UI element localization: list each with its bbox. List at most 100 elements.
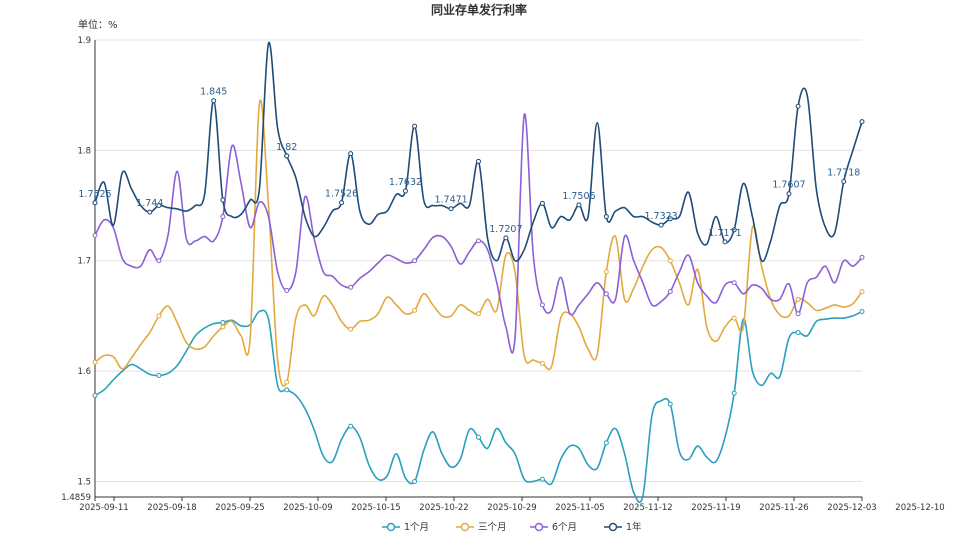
data-point <box>284 387 290 393</box>
labeled-point <box>503 235 509 241</box>
y-tick-label: 1.5 <box>77 477 91 487</box>
data-point <box>731 227 737 233</box>
legend-swatch-marker <box>386 522 396 532</box>
data-point <box>667 216 673 222</box>
x-tick-label: 2025-10-22 <box>419 503 468 513</box>
x-tick-label: 2025-12-03 <box>827 503 876 513</box>
labeled-point <box>147 209 153 215</box>
x-tick-label: 2025-11-05 <box>555 503 604 513</box>
legend-swatch-marker <box>460 522 470 532</box>
labeled-point <box>841 178 847 184</box>
x-tick-label: 2025-10-29 <box>487 503 536 513</box>
labeled-point <box>92 200 98 206</box>
series-1 <box>92 99 865 387</box>
legend-swatch-marker <box>608 522 618 532</box>
grid-lines <box>95 39 862 482</box>
data-label: 1.7525 <box>78 189 111 200</box>
data-point <box>667 289 673 295</box>
data-point <box>667 401 673 407</box>
legend-label: 三个月 <box>478 522 507 533</box>
data-point <box>156 203 162 209</box>
series-line <box>94 113 863 354</box>
labeled-point <box>402 188 408 194</box>
legend-item[interactable]: 1年 <box>604 521 642 533</box>
data-point <box>795 103 801 109</box>
data-label: 1.7207 <box>489 224 522 235</box>
data-point <box>156 258 162 264</box>
data-point <box>795 329 801 335</box>
series-0 <box>92 308 865 504</box>
data-point <box>859 308 865 314</box>
data-point <box>731 280 737 286</box>
data-point <box>284 379 290 385</box>
series-line <box>94 309 863 504</box>
data-point <box>476 158 481 164</box>
data-point <box>603 214 609 220</box>
data-point <box>731 390 737 396</box>
data-label: 1.7526 <box>325 189 358 200</box>
data-point <box>348 423 354 429</box>
data-point <box>92 359 98 365</box>
x-tick-label: 2025-09-18 <box>147 503 196 513</box>
labeled-point <box>211 98 217 104</box>
legend-item[interactable]: 1个月 <box>382 522 429 533</box>
data-point <box>539 200 545 206</box>
legend-label: 6个月 <box>552 522 577 533</box>
labeled-point <box>658 222 664 228</box>
y-tick-label: 1.4859 <box>61 493 91 503</box>
data-label: 1.7171 <box>708 228 741 239</box>
x-tick-label: 2025-10-09 <box>283 503 332 513</box>
data-point <box>412 307 418 313</box>
data-point <box>412 258 418 264</box>
data-label: 1.7506 <box>562 191 595 202</box>
data-point <box>731 315 737 321</box>
x-tick-label: 2025-09-25 <box>215 503 264 513</box>
x-tick-label: 2025-11-12 <box>623 503 672 513</box>
labeled-point <box>448 206 454 212</box>
data-point <box>859 289 865 295</box>
data-point <box>92 392 98 398</box>
x-tick-label: 2025-12-10 <box>895 503 944 513</box>
y-tick-label: 1.7 <box>77 257 91 267</box>
series-line <box>94 41 863 263</box>
labeled-point <box>722 239 728 245</box>
data-label: 1.7471 <box>434 195 467 206</box>
unit-label: 单位：% <box>78 18 118 31</box>
data-point <box>220 197 226 203</box>
legend-item[interactable]: 三个月 <box>456 522 507 533</box>
data-point <box>220 214 226 220</box>
data-point <box>667 258 673 264</box>
x-tick-label: 2025-11-26 <box>759 503 808 513</box>
x-tick-label: 2025-10-15 <box>351 503 400 513</box>
data-point <box>348 151 354 157</box>
data-point <box>156 372 162 378</box>
labeled-point <box>284 153 290 159</box>
legend-swatch-marker <box>534 522 544 532</box>
data-point <box>859 119 865 125</box>
data-point <box>476 311 481 317</box>
series-layer <box>92 41 865 504</box>
data-point <box>539 302 545 308</box>
data-point <box>603 440 609 446</box>
labeled-point <box>339 200 345 206</box>
data-label: 1.7632 <box>389 177 422 188</box>
data-point <box>795 311 801 317</box>
data-point <box>603 269 609 275</box>
legend[interactable]: 1个月 三个月 6个月 1年 <box>382 521 642 533</box>
x-tick-label: 2025-11-19 <box>691 503 740 513</box>
legend-label: 1个月 <box>404 522 429 533</box>
point-labels: 1.7525 1.744 1.845 1.82 1.7526 1.7632 1.7471 1.… <box>78 87 860 245</box>
data-point <box>412 478 418 484</box>
data-point <box>412 123 418 129</box>
x-tick-label: 2025-09-11 <box>79 503 128 513</box>
data-point <box>603 291 609 297</box>
data-label: 1.845 <box>200 87 227 98</box>
data-label: 1.7607 <box>772 180 805 191</box>
data-point <box>348 326 354 332</box>
data-point <box>220 324 226 330</box>
series-2 <box>92 113 865 354</box>
legend-item[interactable]: 6个月 <box>530 522 577 533</box>
data-label: 1.82 <box>276 142 297 153</box>
